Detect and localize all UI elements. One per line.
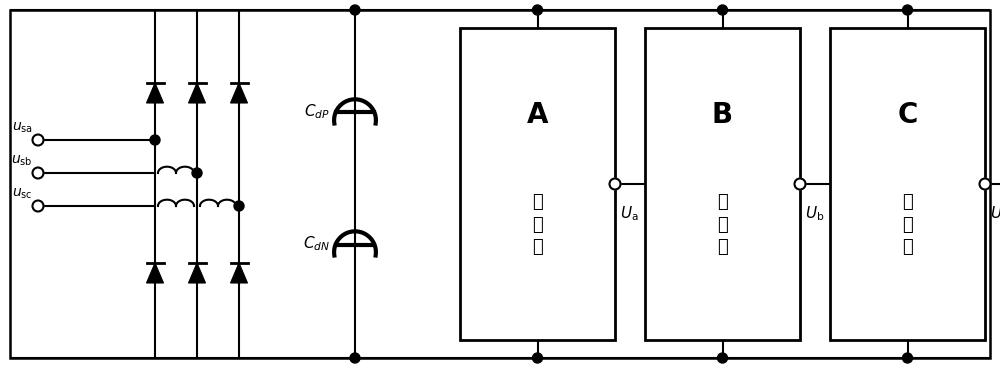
Polygon shape xyxy=(188,263,206,283)
Polygon shape xyxy=(188,83,206,103)
Polygon shape xyxy=(146,263,164,283)
Circle shape xyxy=(32,134,44,145)
Circle shape xyxy=(903,353,913,363)
Text: $U_{\mathrm{a}}$: $U_{\mathrm{a}}$ xyxy=(620,204,639,223)
Text: B: B xyxy=(712,101,733,130)
Text: $U_{\mathrm{b}}$: $U_{\mathrm{b}}$ xyxy=(805,204,824,223)
Text: $u_{\mathrm{sb}}$: $u_{\mathrm{sb}}$ xyxy=(11,153,33,168)
Circle shape xyxy=(32,167,44,178)
Text: 相
阀
体: 相 阀 体 xyxy=(532,193,543,256)
Circle shape xyxy=(150,135,160,145)
FancyBboxPatch shape xyxy=(645,28,800,340)
Polygon shape xyxy=(231,83,248,103)
Circle shape xyxy=(234,201,244,211)
Circle shape xyxy=(32,201,44,212)
Text: $u_{\mathrm{sc}}$: $u_{\mathrm{sc}}$ xyxy=(12,187,33,201)
FancyBboxPatch shape xyxy=(460,28,615,340)
Circle shape xyxy=(980,178,991,190)
Text: 相
阀
体: 相 阀 体 xyxy=(902,193,913,256)
Circle shape xyxy=(350,5,360,15)
Circle shape xyxy=(794,178,806,190)
Text: $u_{\mathrm{sa}}$: $u_{\mathrm{sa}}$ xyxy=(12,121,33,135)
Circle shape xyxy=(350,353,360,363)
Circle shape xyxy=(192,168,202,178)
Circle shape xyxy=(903,5,913,15)
Circle shape xyxy=(610,178,620,190)
Text: 相
阀
体: 相 阀 体 xyxy=(717,193,728,256)
Polygon shape xyxy=(231,263,248,283)
Circle shape xyxy=(718,353,728,363)
Circle shape xyxy=(718,5,728,15)
Text: $C_{dN}$: $C_{dN}$ xyxy=(303,235,330,253)
Polygon shape xyxy=(146,83,164,103)
Circle shape xyxy=(532,5,542,15)
Text: A: A xyxy=(527,101,548,130)
Text: C: C xyxy=(897,101,918,130)
Text: $U_{\mathrm{c}}$: $U_{\mathrm{c}}$ xyxy=(990,204,1000,223)
FancyBboxPatch shape xyxy=(830,28,985,340)
Text: $C_{dP}$: $C_{dP}$ xyxy=(304,103,330,121)
Circle shape xyxy=(532,353,542,363)
